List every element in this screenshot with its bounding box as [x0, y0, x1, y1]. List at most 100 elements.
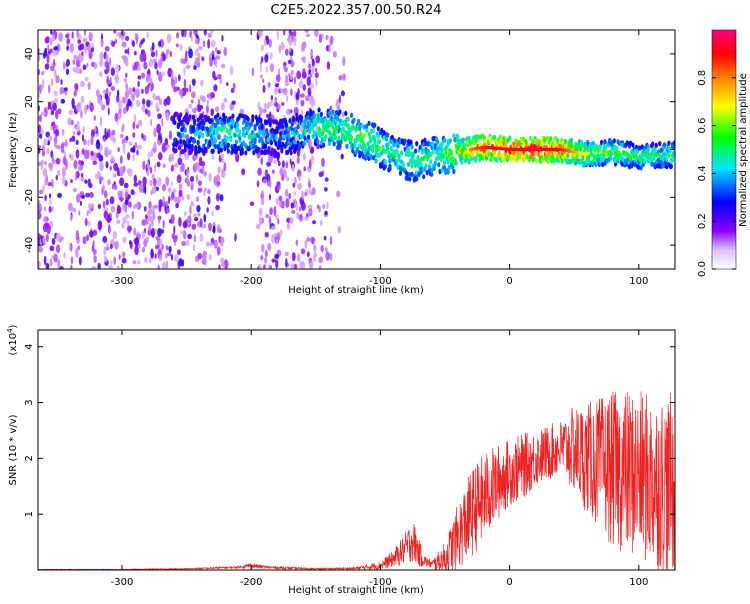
heatmap-cell	[178, 216, 182, 227]
heatmap-cell	[307, 177, 310, 183]
heatmap-cell	[265, 213, 270, 219]
heatmap-cell	[303, 166, 306, 172]
heatmap-cell	[285, 257, 288, 268]
heatmap-cell	[78, 44, 82, 51]
heatmap-cell	[212, 225, 216, 234]
heatmap-cell	[44, 37, 49, 44]
heatmap-cell	[112, 231, 118, 240]
heatmap-cell	[218, 119, 222, 125]
heatmap-cell	[365, 127, 369, 133]
heatmap-cell	[162, 163, 166, 168]
heatmap-cell	[193, 65, 197, 71]
heatmap-cell	[193, 118, 197, 124]
heatmap-cell	[324, 210, 328, 216]
heatmap-cell	[142, 160, 146, 171]
heatmap-cell	[587, 154, 591, 160]
heatmap-cell	[324, 187, 328, 192]
heatmap-cell	[424, 163, 428, 169]
heatmap-cell	[194, 145, 198, 151]
heatmap-cell	[150, 227, 156, 238]
heatmap-cell	[171, 70, 174, 78]
heatmap-cell	[267, 146, 271, 152]
heatmap-cell	[221, 34, 224, 42]
heatmap-cell	[306, 134, 311, 140]
heatmap-cell	[219, 147, 223, 153]
heatmap-cell	[83, 30, 87, 37]
heatmap-cell	[148, 257, 152, 264]
heatmap-cell	[308, 91, 311, 97]
heatmap-cell	[293, 176, 297, 185]
heatmap-cell	[413, 159, 418, 165]
heatmap-cell	[373, 135, 377, 141]
heatmap-cell	[136, 144, 142, 150]
heatmap-cell	[184, 210, 187, 217]
heatmap-cell	[176, 123, 180, 130]
heatmap-cell	[293, 132, 297, 138]
heatmap-cell	[146, 99, 151, 108]
heatmap-cell	[116, 167, 120, 175]
heatmap-cell	[123, 77, 128, 84]
heatmap-cell	[75, 139, 79, 146]
heatmap-cell	[461, 137, 465, 143]
heatmap-cell	[360, 136, 364, 142]
heatmap-cell	[141, 88, 144, 94]
heatmap-cell	[51, 237, 56, 245]
colorbar-ticks: 0.0 0.2 0.4 0.6 0.8	[697, 70, 736, 277]
heatmap-cell	[366, 141, 370, 147]
heatmap-cell	[598, 153, 603, 159]
heatmap-cell	[270, 94, 274, 101]
heatmap-cell	[548, 135, 553, 142]
heatmap-cell	[157, 264, 160, 269]
heatmap-cell	[448, 138, 453, 144]
heatmap-cell	[106, 179, 112, 186]
heatmap-cell	[260, 124, 264, 130]
heatmap-cell	[109, 165, 112, 171]
heatmap-cell	[40, 163, 43, 171]
heatmap-cell	[80, 109, 83, 119]
y-tick-label: 3	[24, 399, 35, 405]
heatmap-cell	[57, 259, 61, 269]
heatmap-cell	[193, 213, 197, 218]
heatmap-cell	[135, 88, 140, 99]
heatmap-cell	[122, 236, 127, 244]
heatmap-cell	[411, 157, 415, 163]
heatmap-cell	[453, 137, 457, 143]
heatmap-cell	[293, 139, 297, 145]
heatmap-cell	[38, 114, 42, 123]
heatmap-cell	[137, 75, 142, 80]
heatmap-cell	[495, 157, 499, 163]
heatmap-cell	[291, 252, 296, 262]
heatmap-cell	[104, 146, 109, 154]
heatmap-cell	[40, 111, 46, 116]
heatmap-cell	[96, 152, 102, 159]
heatmap-cell	[291, 115, 296, 122]
heatmap-cell	[377, 152, 382, 158]
heatmap-cell	[164, 137, 169, 146]
heatmap-cell	[301, 190, 304, 200]
heatmap-cell	[202, 40, 206, 48]
heatmap-cell	[342, 73, 347, 82]
heatmap-cell	[119, 166, 125, 177]
heatmap-cell	[73, 159, 78, 170]
heatmap-cell	[215, 58, 218, 68]
heatmap-cell	[325, 35, 329, 40]
heatmap-cell	[131, 210, 135, 220]
heatmap-cell	[451, 164, 455, 170]
heatmap-cell	[217, 73, 222, 80]
heatmap-cell	[318, 171, 324, 178]
heatmap-cell	[134, 245, 139, 256]
heatmap-cell	[105, 87, 109, 95]
heatmap-cell	[316, 143, 321, 150]
heatmap-cell	[92, 160, 98, 165]
heatmap-cell	[293, 263, 298, 269]
heatmap-cell	[409, 139, 413, 145]
heatmap-cell	[208, 140, 212, 146]
heatmap-cell	[277, 231, 281, 241]
heatmap-cell	[122, 144, 126, 155]
heatmap-cell	[269, 63, 275, 73]
heatmap-cell	[658, 141, 662, 147]
heatmap-cell	[201, 165, 205, 172]
heatmap-cell	[120, 30, 126, 37]
heatmap-cell	[293, 191, 297, 196]
heatmap-cell	[458, 142, 462, 148]
